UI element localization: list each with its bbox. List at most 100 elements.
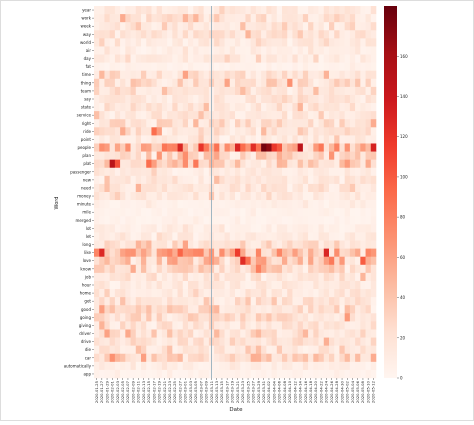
heatmap-cell xyxy=(219,111,225,120)
heatmap-cell xyxy=(130,159,137,169)
heatmap-cell xyxy=(135,240,142,249)
heatmap-cell xyxy=(198,240,204,249)
colorbar-tick-label: 140 xyxy=(400,94,408,99)
heatmap-cell xyxy=(282,70,288,80)
heatmap-cell xyxy=(334,30,340,39)
heatmap-cell xyxy=(355,111,361,120)
heatmap-cell xyxy=(94,216,100,225)
heatmap-cell xyxy=(151,321,157,330)
x-tick-label: 2020-03-05 xyxy=(193,380,198,403)
heatmap-cell xyxy=(344,127,351,136)
heatmap-cell xyxy=(99,14,105,23)
heatmap-cell xyxy=(365,224,372,233)
heatmap-cell xyxy=(198,297,204,306)
heatmap-cell xyxy=(188,280,194,290)
heatmap-cell xyxy=(193,70,199,80)
heatmap-cell xyxy=(339,167,345,177)
x-tick-label: 2020-03-09 xyxy=(204,380,209,403)
heatmap-cell xyxy=(156,232,163,241)
heatmap-cell xyxy=(177,46,184,55)
heatmap-cell xyxy=(287,143,293,152)
heatmap-cell xyxy=(193,248,199,257)
heatmap-cell xyxy=(334,167,340,177)
heatmap-cell xyxy=(141,70,147,80)
heatmap-cell xyxy=(235,305,241,314)
heatmap-cell xyxy=(177,70,184,80)
heatmap-cell xyxy=(151,167,157,177)
heatmap-cell xyxy=(271,256,278,266)
heatmap-cell xyxy=(308,143,314,152)
heatmap-cell xyxy=(151,143,157,152)
heatmap-cell xyxy=(146,289,152,298)
heatmap-cell xyxy=(146,369,152,379)
heatmap-cell xyxy=(125,167,131,177)
heatmap-cell xyxy=(329,321,335,330)
heatmap-cell xyxy=(276,208,283,217)
heatmap-cell xyxy=(229,216,236,225)
heatmap-cell xyxy=(297,159,304,169)
heatmap-cell xyxy=(339,305,345,314)
heatmap-cell xyxy=(151,183,157,193)
heatmap-cell xyxy=(161,337,168,346)
heatmap-cell xyxy=(99,151,105,160)
heatmap-cell xyxy=(261,216,267,225)
heatmap-cell xyxy=(308,38,314,47)
heatmap-cell xyxy=(130,175,137,185)
heatmap-cell xyxy=(255,224,262,233)
y-tick-label: people xyxy=(77,145,91,150)
heatmap-cell xyxy=(172,14,178,23)
heatmap-cell xyxy=(240,54,246,63)
heatmap-cell xyxy=(302,192,309,201)
heatmap-cell xyxy=(229,208,236,217)
heatmap-cell xyxy=(167,361,173,371)
heatmap-cell xyxy=(146,361,152,371)
heatmap-cell xyxy=(339,289,345,298)
heatmap-cell xyxy=(219,94,225,104)
heatmap-cell xyxy=(214,192,220,201)
heatmap-cell xyxy=(255,305,262,314)
heatmap-cell xyxy=(188,119,194,128)
x-tick-label: 2020-05-10 xyxy=(365,380,370,403)
heatmap-cell xyxy=(104,54,110,63)
heatmap-cell xyxy=(245,345,251,355)
heatmap-cell xyxy=(141,345,147,355)
heatmap-cell xyxy=(318,78,325,88)
heatmap-cell xyxy=(282,264,288,274)
heatmap-cell xyxy=(177,224,184,233)
heatmap-cell xyxy=(114,143,121,152)
heatmap-cell xyxy=(193,6,199,15)
heatmap-cell xyxy=(161,151,168,160)
heatmap-cell xyxy=(172,280,178,290)
heatmap-cell xyxy=(141,111,147,120)
heatmap-cell xyxy=(318,305,325,314)
heatmap-cell xyxy=(297,135,304,144)
heatmap-cell xyxy=(360,127,366,136)
heatmap-cell xyxy=(250,30,257,39)
heatmap-cell xyxy=(370,216,377,225)
heatmap-cell xyxy=(250,200,257,209)
heatmap-cell xyxy=(370,240,377,249)
heatmap-cell xyxy=(250,216,257,225)
x-tick-label: 2020-03-27 xyxy=(251,380,256,403)
heatmap-cell xyxy=(219,167,225,177)
heatmap-cell xyxy=(308,78,314,88)
heatmap-cell xyxy=(141,103,147,112)
heatmap-cell xyxy=(94,86,100,96)
heatmap-cell xyxy=(151,175,157,185)
heatmap-cell xyxy=(339,240,345,249)
heatmap-cell xyxy=(146,280,152,290)
heatmap-cell xyxy=(276,232,283,241)
heatmap-cell xyxy=(318,54,325,63)
heatmap-cell xyxy=(94,6,100,15)
heatmap-cell xyxy=(349,111,356,120)
heatmap-cell xyxy=(370,337,377,346)
heatmap-cell xyxy=(104,297,110,306)
heatmap-cell xyxy=(219,143,225,152)
heatmap-cell xyxy=(344,208,351,217)
heatmap-cell xyxy=(323,313,330,322)
heatmap-cell xyxy=(370,127,377,136)
heatmap-cell xyxy=(271,6,278,15)
heatmap-cell xyxy=(339,78,345,88)
heatmap-cell xyxy=(177,345,184,355)
heatmap-cell xyxy=(271,14,278,23)
